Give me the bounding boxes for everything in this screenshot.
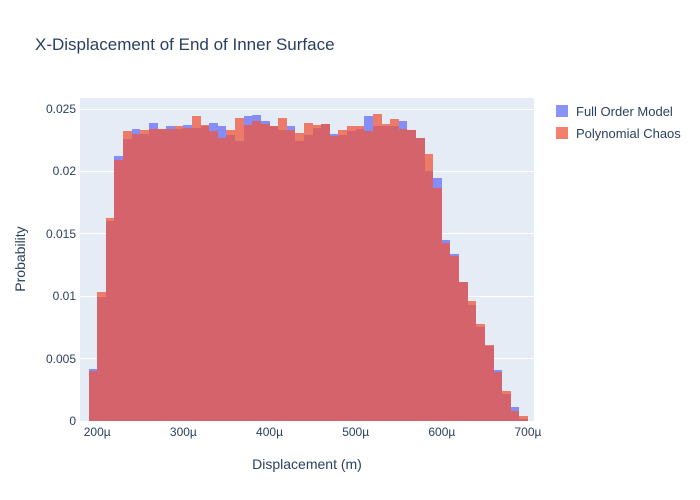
gridline xyxy=(80,108,534,110)
legend-item-polynomial-chaos[interactable]: Polynomial Chaos xyxy=(556,122,681,144)
histogram-bar[interactable] xyxy=(105,217,115,421)
chart-title: X-Displacement of End of Inner Surface xyxy=(35,35,335,54)
histogram-bar[interactable] xyxy=(191,116,201,421)
histogram-bar[interactable] xyxy=(510,411,520,421)
histogram-bar[interactable] xyxy=(381,123,391,421)
histogram-bar[interactable] xyxy=(493,372,503,421)
histogram-bar[interactable] xyxy=(433,187,442,421)
histogram-bar[interactable] xyxy=(321,123,330,421)
histogram-bar[interactable] xyxy=(519,416,528,421)
legend-swatch-blue xyxy=(556,105,568,117)
histogram-bar[interactable] xyxy=(148,128,158,421)
histogram-bar[interactable] xyxy=(459,282,468,421)
histogram-bar[interactable] xyxy=(329,136,339,421)
histogram-bar[interactable] xyxy=(209,131,218,421)
histogram-bar[interactable] xyxy=(278,117,287,421)
histogram-bar[interactable] xyxy=(372,114,382,421)
histogram-bar[interactable] xyxy=(217,137,227,421)
histogram-bar[interactable] xyxy=(407,130,416,421)
legend-label: Polynomial Chaos xyxy=(576,125,681,141)
histogram-bar[interactable] xyxy=(424,153,434,421)
histogram-bar[interactable] xyxy=(183,127,192,421)
histogram-bar[interactable] xyxy=(364,131,373,421)
x-tick-label: 300µ xyxy=(169,425,197,439)
histogram-bar[interactable] xyxy=(226,130,236,421)
histogram-bar[interactable] xyxy=(355,126,365,421)
histogram-bar[interactable] xyxy=(235,117,244,421)
histogram-bar[interactable] xyxy=(97,292,106,421)
histogram-bar[interactable] xyxy=(174,126,184,421)
x-axis-title: Displacement (m) xyxy=(252,456,362,472)
histogram-bar[interactable] xyxy=(502,391,511,421)
histogram-bar[interactable] xyxy=(140,130,149,421)
histogram-bar[interactable] xyxy=(123,131,132,421)
histogram-bar[interactable] xyxy=(338,130,348,421)
histogram-bar[interactable] xyxy=(312,125,322,421)
legend-label: Full Order Model xyxy=(576,103,673,119)
histogram-bar[interactable] xyxy=(166,128,175,421)
histogram-bar[interactable] xyxy=(441,242,451,421)
histogram-bar[interactable] xyxy=(114,160,124,421)
histogram-bar[interactable] xyxy=(200,125,210,421)
y-tick-label: 0.01 xyxy=(52,289,76,304)
x-tick-label: 500µ xyxy=(342,425,370,439)
x-tick-label: 700µ xyxy=(514,425,542,439)
histogram-bar[interactable] xyxy=(303,122,313,421)
histogram-bar[interactable] xyxy=(295,132,304,421)
histogram-bar[interactable] xyxy=(415,137,425,421)
histogram-bar[interactable] xyxy=(347,126,356,421)
x-tick-label: 200µ xyxy=(83,425,111,439)
histogram-bar[interactable] xyxy=(390,118,399,421)
x-tick-label: 400µ xyxy=(256,425,283,439)
histogram-bar[interactable] xyxy=(476,323,485,421)
histogram-bar[interactable] xyxy=(286,130,296,421)
histogram-bar[interactable] xyxy=(131,133,141,421)
y-axis-title: Probability xyxy=(12,226,28,292)
histogram-bar[interactable] xyxy=(252,121,261,421)
x-tick-label: 600µ xyxy=(428,425,456,439)
histogram-bar[interactable] xyxy=(467,301,477,421)
y-tick-label: 0.02 xyxy=(52,164,76,179)
histogram-bar[interactable] xyxy=(398,128,408,421)
y-tick-label: 0.025 xyxy=(45,101,76,116)
legend: Full Order Model Polynomial Chaos xyxy=(556,100,681,144)
histogram-bar[interactable] xyxy=(243,125,253,421)
legend-item-full-order-model[interactable]: Full Order Model xyxy=(556,100,681,122)
histogram-bar[interactable] xyxy=(260,123,270,421)
histogram-bar[interactable] xyxy=(269,126,279,421)
histogram-bar[interactable] xyxy=(450,256,460,421)
histogram-bar[interactable] xyxy=(157,128,167,421)
histogram-bar[interactable] xyxy=(484,344,494,421)
histogram-bar[interactable] xyxy=(88,371,98,421)
plot-area[interactable] xyxy=(80,98,534,421)
y-tick-label: 0.005 xyxy=(45,351,76,366)
y-tick-label: 0 xyxy=(69,414,76,428)
y-tick-label: 0.015 xyxy=(45,226,76,241)
legend-swatch-red xyxy=(556,127,568,139)
